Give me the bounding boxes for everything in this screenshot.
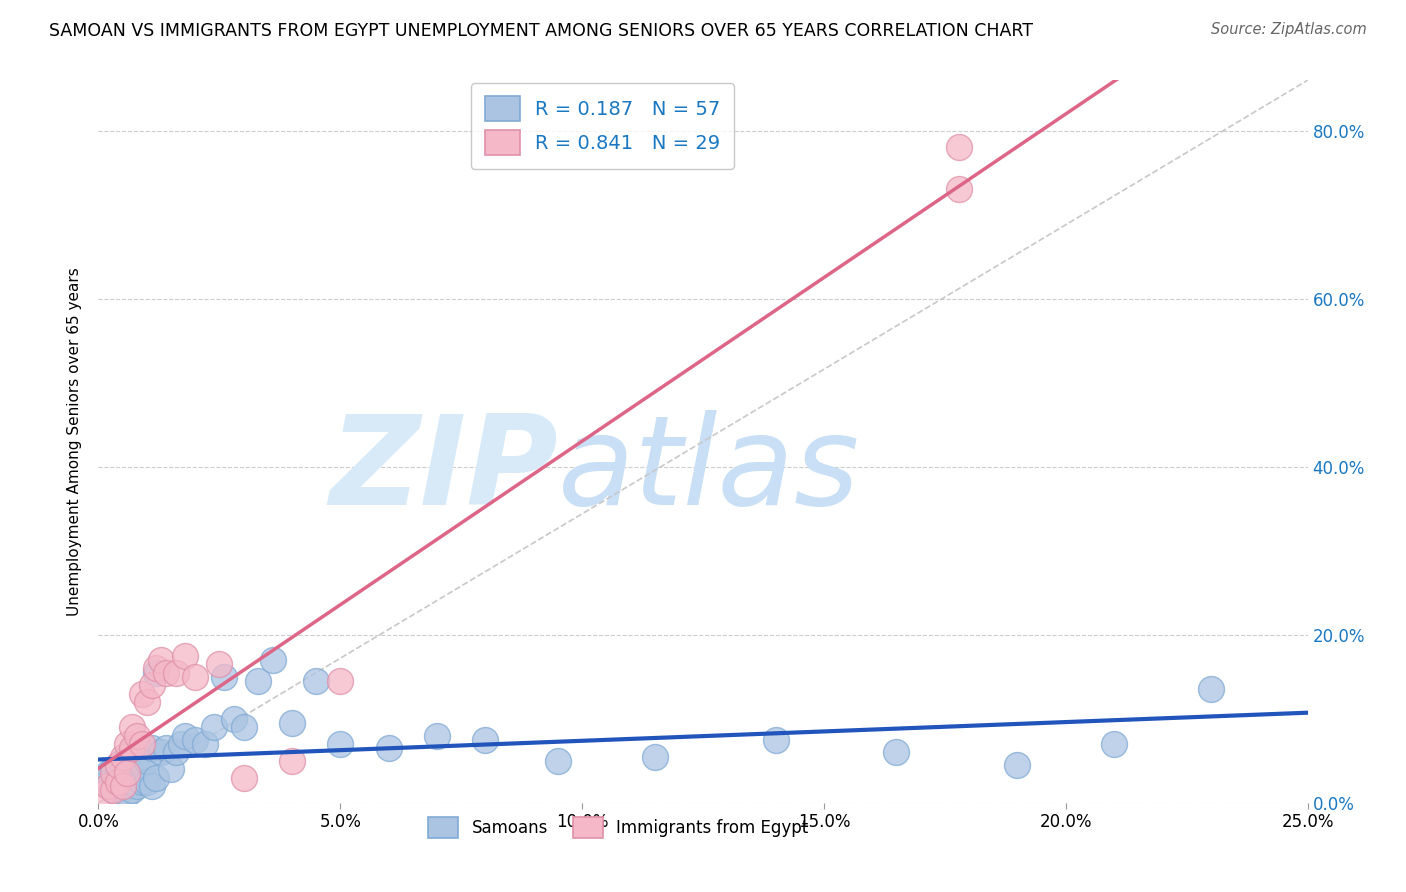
Point <box>111 779 134 793</box>
Point <box>131 687 153 701</box>
Point <box>765 732 787 747</box>
Point <box>208 657 231 672</box>
Point <box>131 758 153 772</box>
Point <box>121 745 143 759</box>
Point <box>184 732 207 747</box>
Point <box>644 749 666 764</box>
Point <box>127 762 149 776</box>
Point <box>97 774 120 789</box>
Point <box>141 779 163 793</box>
Point <box>886 745 908 759</box>
Point <box>948 140 970 154</box>
Point <box>117 737 139 751</box>
Point <box>262 653 284 667</box>
Point <box>169 737 191 751</box>
Point <box>165 665 187 680</box>
Point <box>165 745 187 759</box>
Point <box>91 771 114 785</box>
Point <box>117 749 139 764</box>
Point <box>426 729 449 743</box>
Point <box>117 788 139 802</box>
Point <box>948 182 970 196</box>
Point <box>107 774 129 789</box>
Point <box>150 745 173 759</box>
Point <box>145 661 167 675</box>
Legend: Samoans, Immigrants from Egypt: Samoans, Immigrants from Egypt <box>422 810 815 845</box>
Point <box>101 779 124 793</box>
Point <box>174 729 197 743</box>
Point <box>135 774 157 789</box>
Point <box>232 771 254 785</box>
Point <box>117 774 139 789</box>
Point <box>247 673 270 688</box>
Point <box>127 729 149 743</box>
Point <box>222 712 245 726</box>
Point <box>107 758 129 772</box>
Point <box>101 783 124 797</box>
Point <box>107 766 129 780</box>
Point <box>135 754 157 768</box>
Point <box>150 653 173 667</box>
Text: atlas: atlas <box>558 410 860 531</box>
Point <box>155 741 177 756</box>
Point <box>117 766 139 780</box>
Point <box>111 762 134 776</box>
Point <box>329 673 352 688</box>
Point <box>131 737 153 751</box>
Y-axis label: Unemployment Among Seniors over 65 years: Unemployment Among Seniors over 65 years <box>67 268 83 615</box>
Point <box>135 695 157 709</box>
Point <box>155 665 177 680</box>
Text: ZIP: ZIP <box>329 410 558 531</box>
Point <box>1102 737 1125 751</box>
Point <box>141 741 163 756</box>
Point <box>131 774 153 789</box>
Point <box>107 788 129 802</box>
Text: Source: ZipAtlas.com: Source: ZipAtlas.com <box>1211 22 1367 37</box>
Point <box>1007 758 1029 772</box>
Point <box>121 766 143 780</box>
Point <box>281 754 304 768</box>
Point <box>474 732 496 747</box>
Point <box>91 788 114 802</box>
Point <box>204 720 226 734</box>
Point <box>174 648 197 663</box>
Point <box>377 741 399 756</box>
Point <box>145 665 167 680</box>
Point <box>121 741 143 756</box>
Text: SAMOAN VS IMMIGRANTS FROM EGYPT UNEMPLOYMENT AMONG SENIORS OVER 65 YEARS CORRELA: SAMOAN VS IMMIGRANTS FROM EGYPT UNEMPLOY… <box>49 22 1033 40</box>
Point <box>121 720 143 734</box>
Point <box>97 779 120 793</box>
Point <box>547 754 569 768</box>
Point <box>111 749 134 764</box>
Point <box>305 673 328 688</box>
Point <box>1199 682 1222 697</box>
Point <box>111 754 134 768</box>
Point <box>107 774 129 789</box>
Point <box>101 783 124 797</box>
Point <box>101 766 124 780</box>
Point <box>145 771 167 785</box>
Point <box>111 771 134 785</box>
Point <box>281 716 304 731</box>
Point <box>121 783 143 797</box>
Point <box>160 762 183 776</box>
Point <box>232 720 254 734</box>
Point <box>111 779 134 793</box>
Point <box>212 670 235 684</box>
Point <box>184 670 207 684</box>
Point <box>194 737 217 751</box>
Point <box>141 678 163 692</box>
Point <box>101 762 124 776</box>
Point <box>97 766 120 780</box>
Point <box>107 758 129 772</box>
Point <box>329 737 352 751</box>
Point <box>127 779 149 793</box>
